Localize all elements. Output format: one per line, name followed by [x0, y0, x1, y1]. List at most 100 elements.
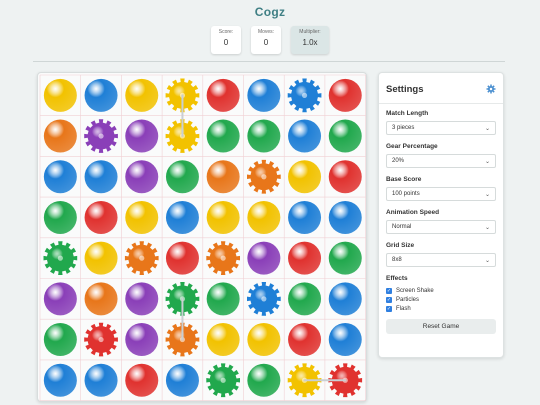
orb-piece-yellow[interactable]	[125, 200, 159, 234]
game-board[interactable]	[37, 72, 367, 402]
orb-piece-yellow[interactable]	[84, 241, 118, 275]
orb-piece-orange[interactable]	[206, 160, 240, 194]
orb-piece-yellow[interactable]	[247, 323, 281, 357]
header-divider	[33, 61, 505, 62]
orb-piece-red[interactable]	[328, 78, 362, 112]
animation-speed-label: Animation Speed	[386, 209, 440, 216]
gear-piece-orange[interactable]	[247, 159, 281, 194]
settings-divider	[379, 103, 503, 104]
base-score-label: Base Score	[386, 176, 422, 183]
orb-piece-red[interactable]	[84, 200, 118, 234]
orb-piece-red[interactable]	[328, 160, 362, 194]
grid-size-select[interactable]: 8x8 ⌄	[386, 253, 496, 267]
moves-value: 0	[263, 38, 269, 47]
orb-piece-orange[interactable]	[84, 282, 118, 316]
reset-game-button[interactable]: Reset Game	[386, 319, 496, 334]
orb-piece-purple[interactable]	[125, 119, 159, 153]
chevron-down-icon: ⌄	[484, 257, 490, 264]
score-value: 0	[223, 38, 229, 47]
orb-piece-red[interactable]	[125, 363, 159, 397]
orb-piece-blue[interactable]	[165, 363, 199, 397]
orb-piece-blue[interactable]	[84, 160, 118, 194]
checkbox-checked-icon[interactable]: ✓	[386, 287, 392, 294]
gear-percentage-label: Gear Percentage	[386, 143, 438, 150]
orb-piece-yellow[interactable]	[125, 78, 159, 112]
game-title: Cogz	[254, 5, 286, 19]
orb-piece-purple[interactable]	[125, 323, 159, 357]
animation-speed-value: Normal	[392, 224, 412, 230]
gear-piece-green[interactable]	[43, 241, 78, 275]
chevron-down-icon: ⌄	[484, 158, 490, 165]
base-score-select[interactable]: 100 points ⌄	[386, 187, 496, 201]
match-length-select[interactable]: 3 pieces ⌄	[386, 121, 496, 135]
gear-percentage-select[interactable]: 20% ⌄	[386, 154, 496, 168]
orb-piece-blue[interactable]	[43, 160, 77, 194]
animation-speed-select[interactable]: Normal ⌄	[386, 220, 496, 234]
settings-title: Settings	[386, 83, 424, 95]
orb-piece-green[interactable]	[206, 119, 240, 153]
orb-piece-blue[interactable]	[165, 200, 199, 234]
orb-piece-blue[interactable]	[328, 323, 362, 357]
orb-piece-green[interactable]	[328, 119, 362, 153]
particles-label: Particles	[396, 296, 420, 303]
orb-piece-purple[interactable]	[247, 241, 281, 275]
orb-piece-green[interactable]	[328, 241, 362, 275]
board-canvas[interactable]	[38, 73, 368, 403]
settings-panel: Settings Match Length 3 pieces ⌄ Gear Pe…	[378, 72, 504, 358]
orb-piece-blue[interactable]	[288, 200, 322, 234]
orb-piece-red[interactable]	[288, 323, 322, 357]
orb-piece-blue[interactable]	[328, 200, 362, 234]
grid-size-value: 8x8	[392, 257, 402, 263]
orb-piece-blue[interactable]	[288, 119, 322, 153]
base-score-value: 100 points	[392, 191, 420, 197]
orb-piece-green[interactable]	[247, 119, 281, 153]
flash-checkbox[interactable]: ✓ Flash	[386, 304, 496, 313]
orb-piece-green[interactable]	[43, 200, 77, 234]
orb-piece-purple[interactable]	[125, 282, 159, 316]
gear-piece-orange[interactable]	[206, 241, 240, 275]
orb-piece-yellow[interactable]	[288, 160, 322, 194]
gear-piece-red[interactable]	[84, 322, 118, 357]
particles-checkbox[interactable]: ✓ Particles	[386, 295, 496, 304]
chevron-down-icon: ⌄	[484, 125, 490, 132]
orb-piece-red[interactable]	[206, 78, 240, 112]
checkbox-checked-icon[interactable]: ✓	[386, 305, 392, 312]
gear-piece-orange[interactable]	[124, 241, 159, 275]
grid-size-label: Grid Size	[386, 242, 415, 249]
orb-piece-blue[interactable]	[43, 363, 77, 397]
stats-bar: Score: 0 Moves: 0 Multiplier: 1.0x	[0, 26, 540, 54]
gear-piece-green[interactable]	[206, 363, 240, 398]
orb-piece-blue[interactable]	[84, 363, 118, 397]
gear-piece-blue[interactable]	[287, 78, 322, 113]
flash-label: Flash	[396, 305, 411, 312]
orb-piece-red[interactable]	[165, 241, 199, 275]
gear-piece-blue[interactable]	[247, 282, 281, 316]
orb-piece-green[interactable]	[206, 282, 240, 316]
gear-piece-purple[interactable]	[84, 119, 118, 153]
orb-piece-blue[interactable]	[328, 282, 362, 316]
multiplier-label: Multiplier:	[299, 29, 321, 35]
orb-piece-yellow[interactable]	[206, 200, 240, 234]
checkbox-checked-icon[interactable]: ✓	[386, 296, 392, 303]
orb-piece-yellow[interactable]	[247, 200, 281, 234]
moves-label: Moves:	[257, 29, 275, 35]
orb-piece-purple[interactable]	[43, 282, 77, 316]
match-length-label: Match Length	[386, 110, 429, 117]
orb-piece-yellow[interactable]	[43, 78, 77, 112]
screen-shake-checkbox[interactable]: ✓ Screen Shake	[386, 286, 496, 295]
orb-piece-red[interactable]	[288, 241, 322, 275]
moves-box: Moves: 0	[251, 26, 281, 54]
orb-piece-purple[interactable]	[125, 160, 159, 194]
orb-piece-green[interactable]	[43, 323, 77, 357]
effects-label: Effects	[386, 275, 408, 282]
orb-piece-orange[interactable]	[43, 119, 77, 153]
multiplier-value: 1.0x	[302, 38, 318, 47]
gear-percentage-value: 20%	[392, 158, 405, 164]
orb-piece-green[interactable]	[165, 160, 199, 194]
orb-piece-yellow[interactable]	[206, 323, 240, 357]
orb-piece-green[interactable]	[288, 282, 322, 316]
orb-piece-blue[interactable]	[84, 78, 118, 112]
gear-icon[interactable]	[486, 84, 496, 94]
orb-piece-blue[interactable]	[247, 78, 281, 112]
orb-piece-green[interactable]	[247, 363, 281, 397]
